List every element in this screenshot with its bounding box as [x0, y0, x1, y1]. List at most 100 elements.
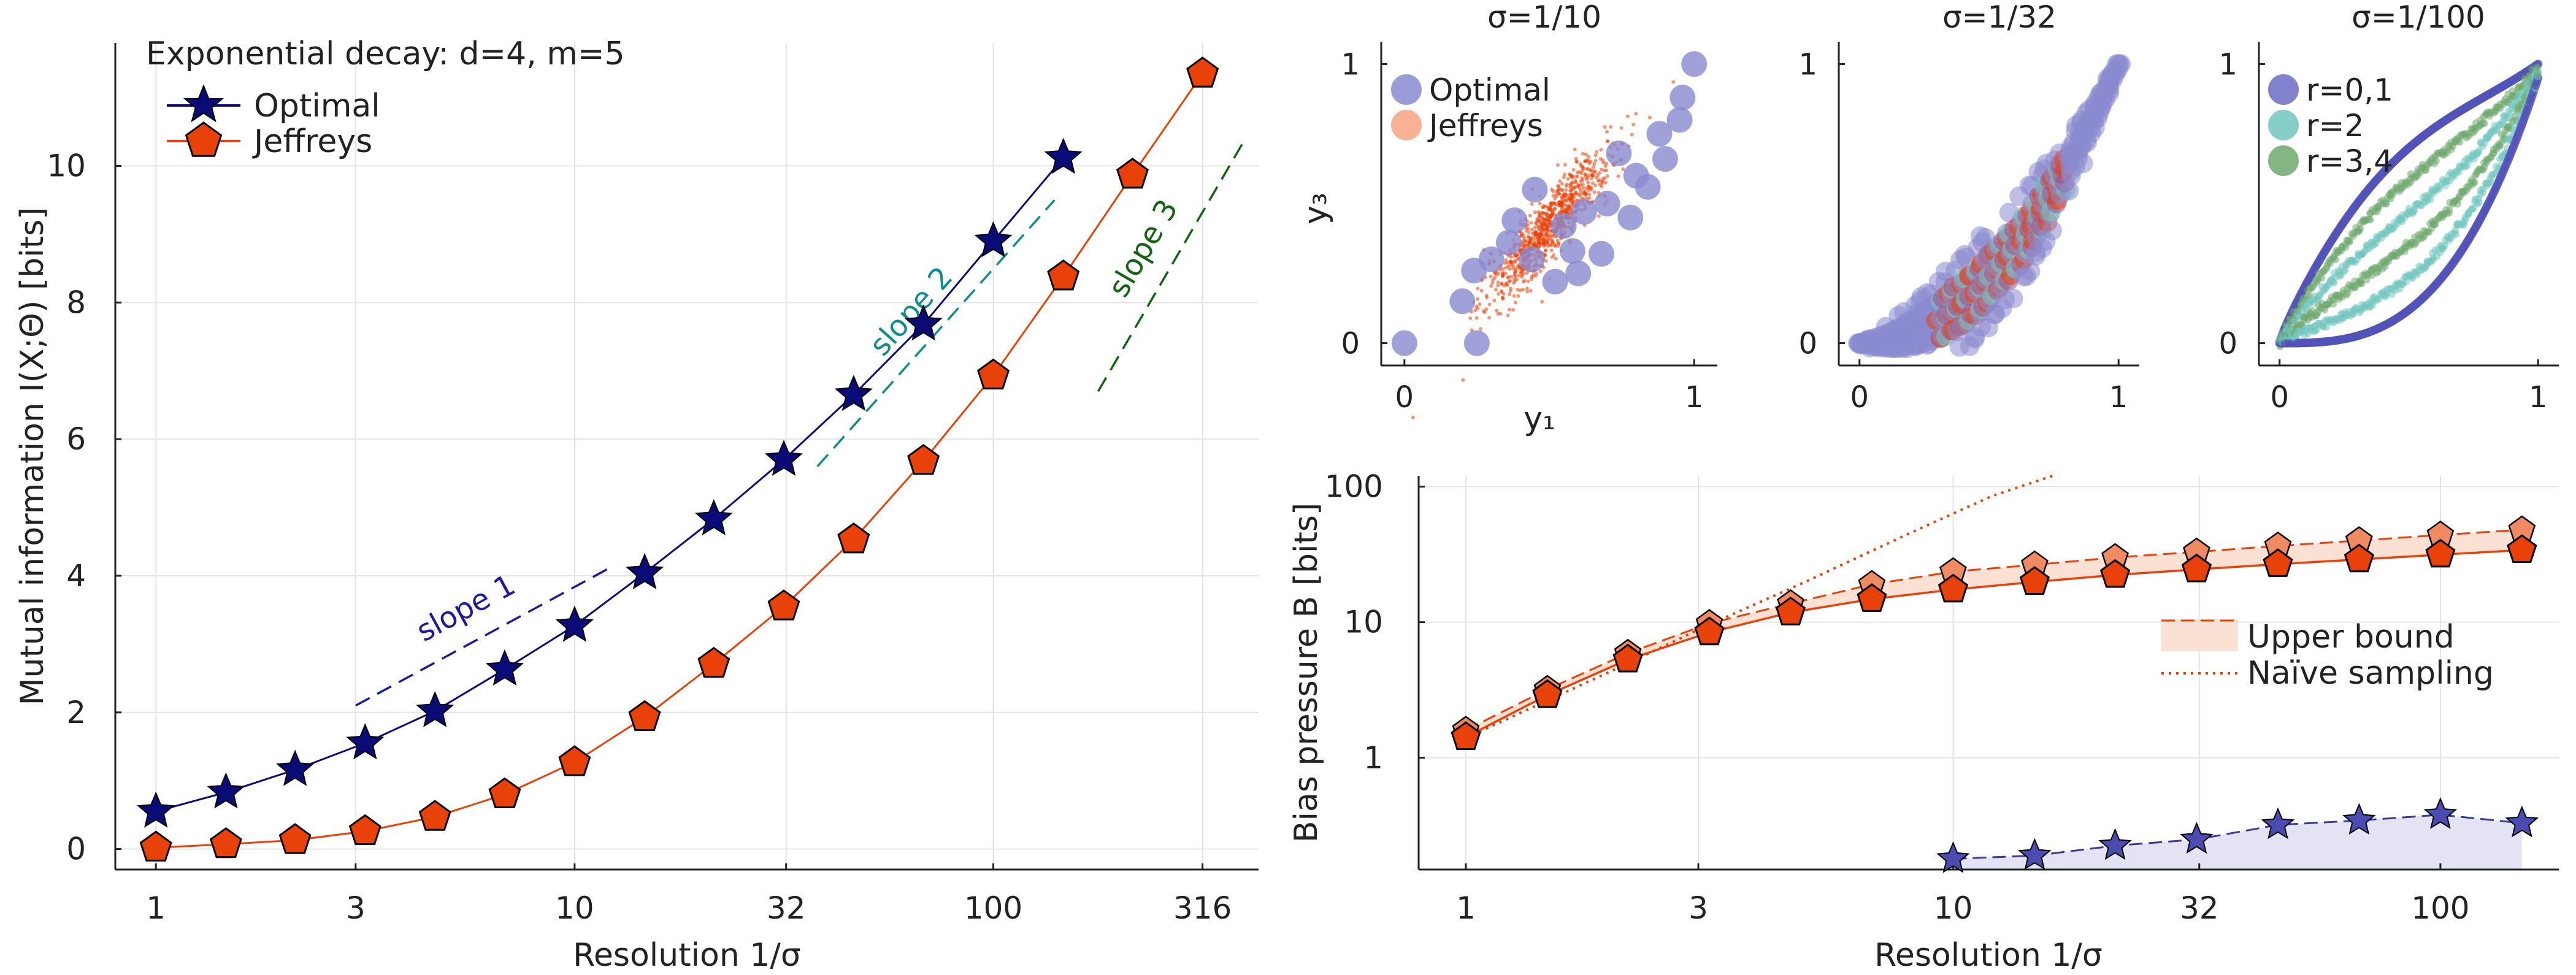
optimal-atom: [1559, 238, 1585, 264]
jeffreys-sample: [1574, 156, 1578, 161]
optimal-atom: [1463, 330, 1490, 356]
legend-r34-dot: [2268, 145, 2299, 176]
optimal-atom: [1542, 269, 1568, 295]
jeffreys-sample: [1554, 256, 1558, 261]
optimal-point: [764, 440, 803, 476]
jeffreys-sample: [1528, 289, 1533, 293]
optimal-atom: [1666, 107, 1693, 133]
jeffreys-sample: [1530, 202, 1534, 206]
jeffreys-sample: [1539, 230, 1544, 234]
jeffreys-sample: [1555, 189, 1559, 193]
legend-r2-dot: [2268, 110, 2299, 140]
jeffreys-sample: [1576, 170, 1580, 175]
legend-jeffreys-label-s1: Jeffreys: [1427, 108, 1543, 143]
jeffreys-sample: [1592, 162, 1597, 166]
jeffreys-bias-point: [1694, 616, 1725, 646]
optimal-atom: [1571, 199, 1597, 225]
slope-guide-label: slope 2: [863, 260, 959, 362]
legend-optimal-label-s1: Optimal: [1429, 72, 1551, 108]
jeffreys-sample: [1496, 280, 1500, 285]
optimal-point: [694, 499, 733, 535]
jeffreys-sample: [1509, 275, 1514, 279]
upper-bound-line: [1465, 529, 2522, 732]
jeffreys-sample: [1525, 289, 1530, 294]
jeffreys-sample: [1546, 235, 1551, 239]
optimal-atom: [1589, 240, 1615, 267]
jeffreys-bias-point: [2099, 559, 2131, 588]
jeffreys-sample: [1548, 207, 1552, 211]
jeffreys-sample: [1567, 206, 1571, 210]
jeffreys-point: [1116, 158, 1149, 189]
main-ticks: 1 3 10 32 100 316 0 2 4 6 8 10: [47, 148, 1232, 926]
optimal-atom: [1551, 213, 1577, 239]
scatter-x-tick-label: 0: [1395, 380, 1414, 415]
jeffreys-sample: [1598, 182, 1602, 186]
jeffreys-sample: [1474, 316, 1479, 320]
jeffreys-line: [156, 73, 1203, 849]
bias-x-tick-label: 3: [1689, 890, 1708, 926]
legend-r01-dot: [2268, 74, 2299, 105]
scatter-atom: [2533, 63, 2541, 71]
jeffreys-sample: [1540, 223, 1544, 228]
legend-r34-label: r=3,4: [2306, 143, 2393, 179]
scatter1-xlabel: y₁: [1524, 400, 1555, 437]
optimal-atom: [1594, 191, 1620, 216]
main-y-tick-label: 0: [66, 832, 86, 867]
jeffreys-bias-point: [2181, 553, 2212, 583]
scatter-panel-1: σ=1/10 0 1 0 1 Optimal Jeffreys y₁ y₃: [1297, 0, 1717, 437]
jeffreys-point: [837, 522, 870, 554]
jeffreys-sample: [1504, 266, 1508, 270]
jeffreys-sample: [1575, 160, 1579, 164]
optimal-point: [974, 221, 1013, 258]
scatter-x-tick-label: 0: [2270, 380, 2289, 415]
legend-optimal-star-icon: [183, 84, 224, 123]
optimal-point: [207, 772, 245, 809]
optimal-bias-point: [2342, 803, 2376, 835]
jeffreys-sample: [1544, 218, 1549, 223]
jeffreys-sample: [1596, 179, 1600, 183]
jeffreys-sample: [1570, 194, 1574, 199]
jeffreys-sample: [1508, 267, 1512, 271]
scatter-y-tick-label: 0: [1341, 327, 1360, 361]
jeffreys-sample: [1478, 302, 1482, 306]
optimal-atom: [1449, 288, 1476, 315]
jeffreys-sample: [1589, 159, 1593, 164]
jeffreys-sample: [1647, 115, 1652, 120]
jeffreys-sample: [1512, 259, 1517, 263]
jeffreys-sample: [1562, 172, 1566, 177]
main-y-tick-label: 10: [47, 148, 86, 184]
jeffreys-sample: [1493, 288, 1498, 292]
jeffreys-sample: [1562, 193, 1566, 197]
jeffreys-sample: [1538, 201, 1542, 205]
jeffreys-sample: [1621, 167, 1625, 171]
jeffreys-sample: [1548, 243, 1552, 247]
scatter-atom: [2440, 242, 2448, 250]
scatter-atom: [2432, 157, 2440, 165]
jeffreys-sample: [1531, 235, 1536, 240]
jeffreys-sample: [1583, 172, 1587, 177]
jeffreys-sample: [1603, 125, 1607, 129]
jeffreys-bias-point: [2263, 548, 2293, 577]
main-y-tick-label: 4: [66, 558, 86, 594]
jeffreys-sample: [1554, 191, 1558, 196]
optimal-atom: [1617, 204, 1644, 231]
jeffreys-sample: [1593, 159, 1598, 163]
jeffreys-sample: [1487, 302, 1492, 307]
jeffreys-sample: [1539, 234, 1543, 238]
jeffreys-sample: [1501, 267, 1505, 271]
jeffreys-sample: [1501, 292, 1506, 296]
jeffreys-sample: [1562, 208, 1566, 212]
jeffreys-sample: [1541, 204, 1546, 208]
optimal-bias-line: [1953, 814, 2522, 860]
optimal-line: [155, 157, 1064, 812]
legend-jeffreys-dot: [1391, 110, 1422, 140]
optimal-bias-point: [1936, 841, 1970, 873]
scatter-y-tick-label: 1: [1341, 47, 1360, 82]
jeffreys-sample: [1587, 185, 1591, 189]
jeffreys-sample: [1490, 281, 1495, 285]
jeffreys-sample: [1521, 245, 1525, 249]
scatter-x-tick-label: 1: [1685, 380, 1704, 415]
jeffreys-sample: [1537, 218, 1541, 223]
jeffreys-point: [348, 814, 381, 846]
jeffreys-sample: [1538, 215, 1541, 219]
